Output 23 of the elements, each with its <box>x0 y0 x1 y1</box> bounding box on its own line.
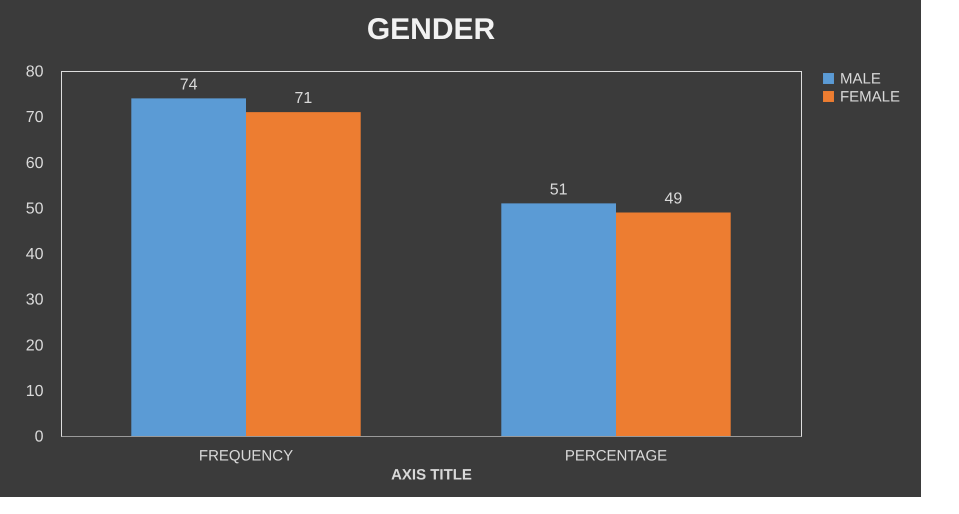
y-tick-label: 80 <box>26 64 44 80</box>
x-axis-title: AXIS TITLE <box>391 466 472 484</box>
y-tick-label: 0 <box>34 428 44 446</box>
legend-label: MALE <box>840 70 881 88</box>
y-tick-label: 60 <box>26 154 44 172</box>
data-label: 51 <box>550 181 568 198</box>
bar <box>616 212 731 436</box>
legend-label: FEMALE <box>840 88 900 106</box>
bar <box>131 98 246 436</box>
bar <box>501 203 616 436</box>
y-tick-label: 30 <box>26 292 44 309</box>
chart-title: GENDER <box>366 13 496 46</box>
y-tick-label: 40 <box>26 246 44 263</box>
y-tick-label: 20 <box>26 337 44 354</box>
data-label: 74 <box>180 76 198 94</box>
y-tick-label: 50 <box>26 200 44 218</box>
data-label: 49 <box>664 190 682 208</box>
x-tick-label: PERCENTAGE <box>564 448 668 464</box>
bar <box>246 112 361 436</box>
y-tick-label: 70 <box>26 109 44 126</box>
x-tick-label: FREQUENCY <box>198 448 294 464</box>
y-tick-label: 10 <box>26 382 44 400</box>
data-label: 71 <box>294 90 312 108</box>
